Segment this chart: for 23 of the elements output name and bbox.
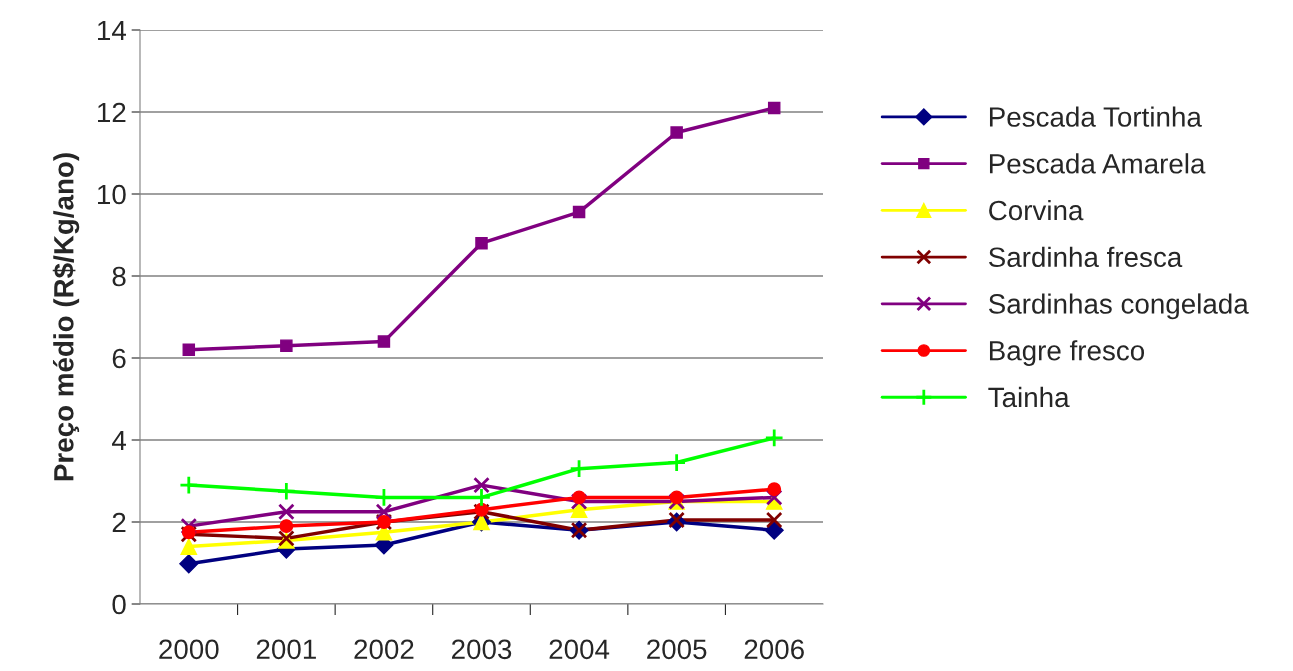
x-tick-label: 2004 bbox=[549, 639, 610, 660]
y-tick-label: 8 bbox=[112, 266, 126, 287]
y-tick-label: 12 bbox=[98, 102, 126, 123]
x-tick-label: 2006 bbox=[744, 639, 804, 660]
legend-label: Tainha bbox=[988, 386, 1070, 408]
x-tick-label: 2002 bbox=[354, 639, 414, 660]
y-tick-label: 4 bbox=[112, 430, 126, 451]
x-tick-label: 2000 bbox=[159, 639, 219, 660]
y-tick-label: 6 bbox=[112, 348, 126, 369]
y-tick-label: 14 bbox=[98, 20, 126, 41]
y-tick-label: 2 bbox=[112, 512, 126, 533]
legend-label: Bagre fresco bbox=[989, 340, 1145, 366]
legend-label: Corvina bbox=[989, 199, 1084, 221]
legend-label: Pescada Amarela bbox=[989, 153, 1206, 174]
y-axis-title: Preço médio (R$/Kg/ano) bbox=[52, 153, 80, 481]
y-tick-label: 10 bbox=[98, 184, 126, 205]
y-tick-label: 0 bbox=[112, 594, 126, 615]
legend-label: Pescada Tortinha bbox=[989, 106, 1202, 127]
legend-label: Sardinha fresca bbox=[988, 246, 1183, 268]
x-tick-label: 2001 bbox=[256, 639, 316, 660]
x-tick-label: 2005 bbox=[647, 639, 707, 660]
legend-label: Sardinhas congelada bbox=[988, 293, 1249, 320]
x-tick-label: 2003 bbox=[452, 639, 512, 660]
